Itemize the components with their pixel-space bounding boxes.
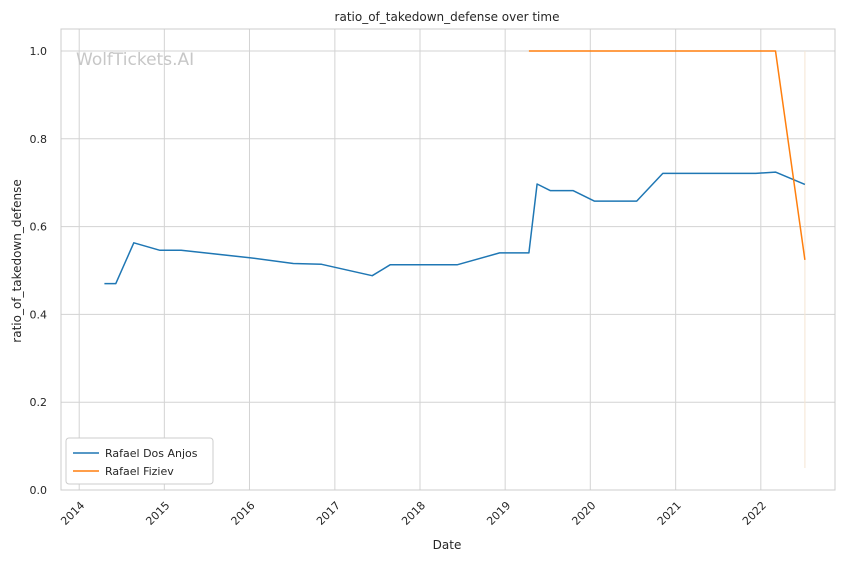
legend-label: Rafael Fiziev xyxy=(105,465,174,478)
y-tick-label: 1.0 xyxy=(30,45,48,58)
watermark: WolfTickets.AI xyxy=(76,50,194,70)
series-line-rafael-fiziev xyxy=(528,50,806,261)
x-axis-label: Date xyxy=(433,538,462,552)
y-tick-labels: 0.0 0.2 0.4 0.6 0.8 1.0 xyxy=(30,45,48,497)
legend: Rafael Dos Anjos Rafael Fiziev xyxy=(65,437,214,485)
y-tick-label: 0.8 xyxy=(30,133,48,146)
y-tick-label: 0.4 xyxy=(30,308,48,321)
series-layer xyxy=(104,50,806,469)
y-tick-label: 0.6 xyxy=(30,221,48,234)
chart-title: ratio_of_takedown_defense over time xyxy=(335,10,560,24)
x-tick-labels: 2014 2015 2016 2017 2018 2019 2020 2021 2022 xyxy=(58,499,769,528)
legend-label: Rafael Dos Anjos xyxy=(105,447,198,460)
series-line-rafael-dos-anjos xyxy=(104,171,806,285)
plot-frame xyxy=(60,28,836,491)
y-tick-label: 0.0 xyxy=(30,484,48,497)
legend-box xyxy=(65,437,214,485)
y-tick-label: 0.2 xyxy=(30,396,48,409)
y-axis-label: ratio_of_takedown_defense xyxy=(10,179,24,342)
